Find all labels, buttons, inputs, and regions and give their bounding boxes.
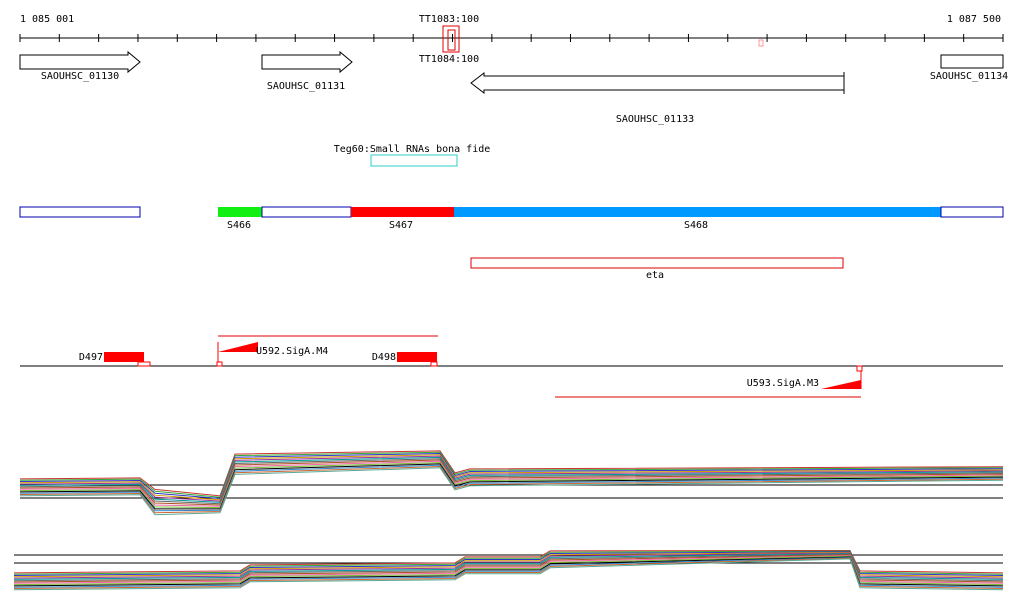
probe-label: TT1083:100: [419, 14, 479, 25]
signal-label: U592.SigA.M4: [256, 346, 328, 357]
promoter: [821, 380, 861, 389]
segment-label: S466: [227, 220, 251, 231]
segment: [940, 206, 1004, 218]
expression-line: [19, 452, 1004, 500]
region-label: eta: [646, 270, 664, 281]
signal-tick: [430, 361, 438, 367]
expression-line: [19, 463, 1004, 510]
expression-line: [19, 464, 1004, 512]
signal-tick: [137, 361, 151, 367]
expression-line: [19, 454, 1004, 501]
srna-label: Teg60:Small RNAs bona fide: [334, 144, 491, 155]
segment: [261, 206, 352, 218]
gene-arrow: [19, 50, 141, 74]
signal-label: D497: [79, 352, 103, 363]
expression-line: [19, 458, 1004, 505]
ruler-start: 1 085 001: [20, 14, 74, 25]
expression-line: [19, 456, 1004, 503]
promoter: [218, 342, 258, 352]
probe: [447, 29, 456, 51]
signal-label: U593.SigA.M3: [747, 378, 819, 389]
expression-line: [19, 455, 1004, 502]
expression-line: [19, 462, 1004, 509]
gene-label: SAOUHSC_01133: [616, 114, 694, 125]
gene-arrow: [261, 50, 353, 74]
srna-box: [370, 154, 458, 167]
signal: [104, 352, 144, 362]
segment: [351, 207, 454, 217]
signal-label: D498: [372, 352, 396, 363]
segment-label: S467: [389, 220, 413, 231]
segment-label: S468: [684, 220, 708, 231]
expression-line: [19, 467, 1004, 516]
signal-tick: [216, 361, 223, 367]
expression-line: [19, 459, 1004, 506]
expression-line: [13, 558, 1004, 591]
gene-label: SAOUHSC_01134: [930, 71, 1008, 82]
segment: [19, 206, 141, 218]
signal-tick: [856, 365, 863, 372]
expression-tracks: [13, 450, 1004, 591]
gene-box: [940, 54, 1004, 69]
ruler-end: 1 087 500: [947, 14, 1001, 25]
gene-label: SAOUHSC_01130: [41, 71, 119, 82]
probe-label: TT1084:100: [419, 54, 479, 65]
region-box: [470, 257, 844, 269]
gene-label: SAOUHSC_01131: [267, 81, 345, 92]
marker: [758, 39, 764, 47]
expression-line: [19, 451, 1004, 498]
expression-line: [19, 450, 1004, 497]
segment: [454, 207, 941, 217]
signal: [397, 352, 437, 362]
probe: [442, 25, 460, 53]
gene-arrow: [470, 71, 845, 95]
segment: [218, 207, 262, 217]
expression-line: [19, 460, 1004, 507]
expression-line: [19, 465, 1004, 514]
